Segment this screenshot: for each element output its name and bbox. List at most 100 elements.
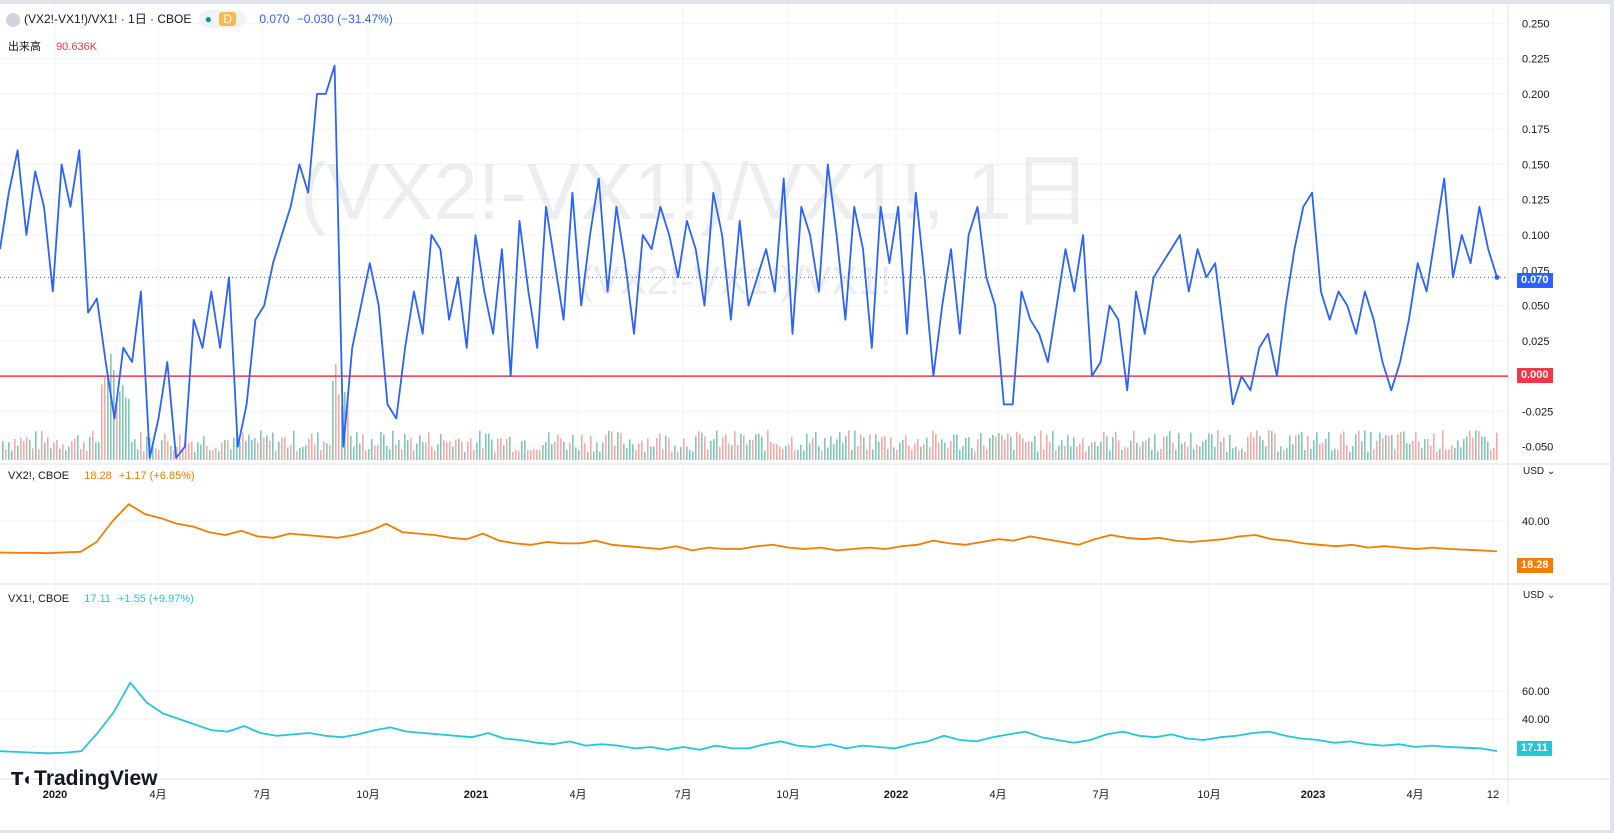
volume-bar (482, 448, 484, 460)
volume-bar (1340, 433, 1342, 460)
volume-bar (1292, 444, 1294, 460)
volume-bar (1382, 438, 1384, 460)
volume-bar (1088, 446, 1090, 460)
main-y-tick: -0.050 (1522, 442, 1553, 454)
vx1-label[interactable]: VX1!, CBOE (8, 593, 70, 605)
volume-bar (920, 446, 922, 460)
volume-bar (1304, 449, 1306, 460)
volume-bar (842, 443, 844, 460)
volume-bar (872, 449, 874, 460)
volume-bar (854, 430, 856, 460)
volume-bar (755, 434, 757, 460)
volume-bar (1415, 432, 1417, 460)
volume-bar (155, 448, 157, 460)
chart-canvas[interactable]: (VX2!-VX1!)/VX1!, 1日 (VX2!-VX1!)/VX1! 0.… (0, 4, 1610, 830)
volume-bar (848, 430, 850, 460)
volume-bar (1355, 434, 1357, 460)
volume-bar (1013, 449, 1015, 460)
volume-bar (209, 450, 211, 460)
volume-bar (503, 445, 505, 460)
volume-bar (2, 441, 4, 460)
volume-bar (596, 442, 598, 460)
vx2-currency-button[interactable]: USD ⌄ (1523, 466, 1555, 477)
volume-bar (455, 439, 457, 460)
vx1-currency-button[interactable]: USD ⌄ (1523, 590, 1555, 601)
volume-bar (728, 443, 730, 460)
volume-bar (893, 447, 895, 460)
vx1-change: +1.55 (+9.97%) (117, 593, 194, 605)
volume-bar (521, 441, 523, 460)
volume-bar (50, 448, 52, 460)
symbol-circle-icon[interactable] (6, 12, 20, 27)
volume-bar (1103, 431, 1105, 460)
volume-bar (917, 438, 919, 460)
volume-bar (722, 437, 724, 460)
volume-bar (263, 437, 265, 460)
volume-bar (899, 442, 901, 460)
vx2-label[interactable]: VX2!, CBOE (8, 470, 70, 482)
volume-bar (389, 449, 391, 460)
x-tick-label: 2023 (1301, 789, 1325, 801)
volume-bar (638, 443, 640, 460)
x-tick-label: 10月 (1197, 789, 1220, 801)
time-axis[interactable]: 2020 4月 7月 10月 2021 4月 7月 10月 2022 4月 7月 10月 2023 4月 1… (43, 789, 1499, 801)
volume-bar (1463, 439, 1465, 460)
volume-bar (590, 436, 592, 460)
volume-bar (215, 447, 217, 460)
volume-bar (260, 430, 262, 460)
x-tick-label: 7月 (674, 789, 691, 801)
volume-bar (1187, 447, 1189, 460)
x-tick-label: 10月 (776, 789, 799, 801)
volume-bar (749, 439, 751, 460)
volume-bar (677, 451, 679, 460)
volume-bar (1457, 440, 1459, 460)
volume-bar (104, 377, 106, 460)
symbol-title[interactable]: (VX2!-VX1!)/VX1! · 1日 · CBOE (24, 12, 192, 26)
x-tick-label: 10月 (356, 789, 379, 801)
volume-bar (572, 434, 574, 460)
volume-bar (1151, 450, 1153, 460)
interval-pill[interactable]: ● D (198, 10, 246, 28)
volume-bar (1208, 433, 1210, 460)
watermark-main: (VX2!-VX1!)/VX1!, 1日 (300, 147, 1091, 236)
volume-bar (437, 444, 439, 460)
volume-bar (164, 433, 166, 460)
volume-bar (1256, 430, 1258, 460)
volume-bar (779, 446, 781, 460)
volume-bar (1370, 431, 1372, 460)
volume-bar (152, 446, 154, 460)
volume-bar (293, 430, 295, 460)
volume-bar (287, 447, 289, 460)
volume-bar (1280, 446, 1282, 460)
volume-bar (1244, 451, 1246, 460)
volume-bar (1313, 440, 1315, 460)
volume-bar (182, 448, 184, 460)
volume-bar (650, 446, 652, 460)
volume-bar (410, 438, 412, 460)
volume-bar (233, 437, 235, 460)
volume-bar (1490, 450, 1492, 460)
volume-bar (1154, 433, 1156, 460)
volume-bar (656, 438, 658, 460)
price-axis[interactable]: 0.2500.2250.2000.1750.1500.1250.1000.075… (1522, 18, 1553, 754)
x-tick-label: 2022 (884, 789, 908, 801)
volume-bar (548, 432, 550, 460)
volume-bar (140, 432, 142, 460)
x-tick-label: 4月 (1406, 789, 1423, 801)
tradingview-logo[interactable]: 𝗧◖ TradingView (11, 767, 157, 791)
change-value: −0.030 (−31.47%) (296, 12, 393, 26)
volume-bar (809, 443, 811, 460)
volume-bar (785, 445, 787, 460)
volume-bar (1160, 448, 1162, 460)
volume-bar (317, 432, 319, 460)
volume-bar (1091, 442, 1093, 460)
main-y-tick: 0.125 (1522, 195, 1550, 207)
volume-bar (1145, 440, 1147, 460)
volume-bar (1220, 441, 1222, 460)
volume-bar (617, 432, 619, 460)
volume-bar (176, 446, 178, 460)
volume-bar (1418, 441, 1420, 460)
volume-bar (1358, 430, 1360, 460)
volume-bar (332, 381, 334, 460)
volume-bar (767, 430, 769, 460)
